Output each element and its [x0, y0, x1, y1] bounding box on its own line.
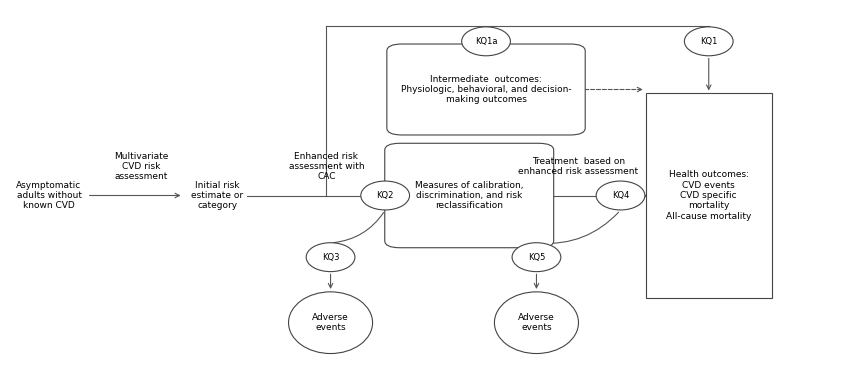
Ellipse shape [462, 27, 510, 56]
Text: Adverse
events: Adverse events [312, 313, 349, 332]
Ellipse shape [306, 243, 355, 272]
Text: Enhanced risk
assessment with
CAC: Enhanced risk assessment with CAC [288, 152, 364, 181]
Ellipse shape [494, 292, 579, 353]
Text: Intermediate  outcomes:
Physiologic, behavioral, and decision-
making outcomes: Intermediate outcomes: Physiologic, beha… [401, 75, 571, 104]
FancyBboxPatch shape [645, 93, 772, 298]
Text: KQ5: KQ5 [528, 253, 545, 262]
Ellipse shape [288, 292, 372, 353]
Text: KQ1a: KQ1a [475, 37, 497, 46]
Text: Multivariate
CVD risk
assessment: Multivariate CVD risk assessment [114, 152, 168, 181]
Text: KQ1: KQ1 [700, 37, 717, 46]
Ellipse shape [596, 181, 645, 210]
Text: Health outcomes:
CVD events
CVD specific
mortality
All-cause mortality: Health outcomes: CVD events CVD specific… [666, 170, 751, 221]
FancyBboxPatch shape [387, 44, 585, 135]
Text: KQ4: KQ4 [612, 191, 629, 200]
Ellipse shape [512, 243, 561, 272]
Text: Asymptomatic
adults without
known CVD: Asymptomatic adults without known CVD [16, 181, 81, 210]
Text: KQ2: KQ2 [376, 191, 394, 200]
FancyBboxPatch shape [385, 143, 553, 248]
Text: Adverse
events: Adverse events [518, 313, 555, 332]
Text: Measures of calibration,
discrimination, and risk
reclassification: Measures of calibration, discrimination,… [415, 181, 524, 210]
Ellipse shape [684, 27, 733, 56]
Text: KQ3: KQ3 [321, 253, 339, 262]
Text: Initial risk
estimate or
category: Initial risk estimate or category [191, 181, 243, 210]
Text: Treatment  based on
enhanced risk assessment: Treatment based on enhanced risk assessm… [519, 157, 639, 176]
Ellipse shape [360, 181, 409, 210]
